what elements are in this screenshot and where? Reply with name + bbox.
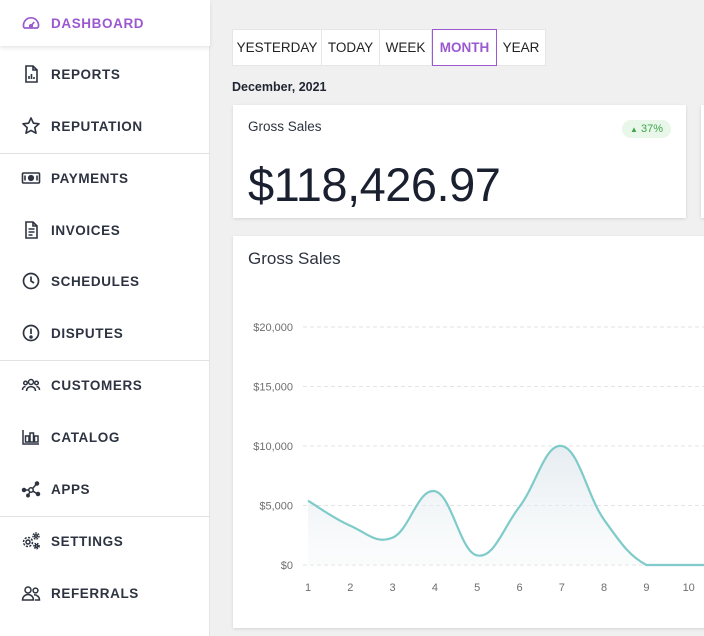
- invoice-icon: [20, 219, 42, 241]
- sidebar-item-disputes[interactable]: DISPUTES: [0, 310, 210, 356]
- x-tick-label: 2: [347, 582, 353, 594]
- sidebar-item-label: CATALOG: [51, 429, 120, 445]
- users-icon: [20, 374, 42, 396]
- gross-sales-chart-card: Gross Sales $0 $5,000 $10,000 $15,000 $20,00…: [233, 236, 704, 628]
- chart-title: Gross Sales: [248, 249, 341, 268]
- sidebar-item-schedules[interactable]: SCHEDULES: [0, 258, 210, 304]
- sidebar-item-label: PAYMENTS: [51, 170, 129, 186]
- sidebar-item-label: REFERRALS: [51, 585, 139, 601]
- sidebar-item-label: DISPUTES: [51, 325, 124, 341]
- sidebar-item-apps[interactable]: APPS: [0, 466, 210, 512]
- referrals-icon: [20, 582, 42, 604]
- change-value: 37%: [640, 123, 663, 135]
- y-tick-label: $0: [281, 560, 293, 572]
- sidebar-item-label: INVOICES: [51, 222, 121, 238]
- gears-icon: [20, 530, 42, 552]
- sidebar-item-label: APPS: [51, 481, 91, 497]
- y-tick-label: $10,000: [253, 441, 293, 453]
- change-badge: ▲ 37%: [622, 120, 671, 138]
- sidebar-item-label: CUSTOMERS: [51, 377, 143, 393]
- sidebar-divider: [0, 516, 210, 517]
- period-label: December, 2021: [232, 80, 327, 94]
- tab-week[interactable]: WEEK: [380, 30, 432, 65]
- gross-sales-area: [308, 445, 704, 565]
- sidebar-item-invoices[interactable]: INVOICES: [0, 207, 210, 253]
- sidebar: DASHBOARD REPORTS REPUTATION PAYMENTS IN…: [0, 0, 210, 636]
- x-tick-label: 7: [559, 582, 565, 594]
- sidebar-item-catalog[interactable]: CATALOG: [0, 414, 210, 460]
- tab-today[interactable]: TODAY: [322, 30, 380, 65]
- star-icon: [20, 115, 42, 137]
- sidebar-item-label: SCHEDULES: [51, 273, 140, 289]
- sidebar-item-referrals[interactable]: REFERRALS: [0, 570, 210, 616]
- triangle-up-icon: ▲: [630, 124, 638, 134]
- sidebar-item-label: SETTINGS: [51, 533, 124, 549]
- tab-month[interactable]: MONTH: [432, 29, 497, 66]
- apps-nodes-icon: [20, 478, 42, 500]
- x-tick-label: 3: [390, 582, 396, 594]
- catalog-icon: [20, 426, 42, 448]
- sidebar-item-label: REPUTATION: [51, 118, 143, 134]
- sidebar-item-payments[interactable]: PAYMENTS: [0, 155, 210, 201]
- period-tabs: YESTERDAY TODAY WEEK MONTH YEAR: [232, 29, 546, 66]
- sidebar-item-dashboard[interactable]: DASHBOARD: [0, 0, 210, 46]
- gross-sales-series-line: [307, 444, 704, 567]
- y-tick-label: $20,000: [253, 322, 293, 334]
- clock-icon: [20, 270, 42, 292]
- x-tick-label: 9: [643, 582, 649, 594]
- sidebar-item-customers[interactable]: CUSTOMERS: [0, 362, 210, 408]
- dashboard-gauge-icon: [20, 12, 42, 34]
- gross-sales-summary-card[interactable]: Gross Sales ▲ 37% $118,426.97: [233, 105, 686, 218]
- sidebar-item-reputation[interactable]: REPUTATION: [0, 103, 210, 149]
- next-summary-card[interactable]: [701, 105, 704, 218]
- x-tick-label: 10: [683, 582, 695, 594]
- y-tick-label: $15,000: [253, 382, 293, 394]
- sidebar-item-settings[interactable]: SETTINGS: [0, 518, 210, 564]
- alert-circle-icon: [20, 322, 42, 344]
- x-tick-label: 8: [601, 582, 607, 594]
- tab-yesterday[interactable]: YESTERDAY: [233, 30, 322, 65]
- summary-title: Gross Sales: [248, 119, 322, 134]
- sidebar-item-label: REPORTS: [51, 66, 121, 82]
- sidebar-divider: [0, 153, 210, 154]
- sidebar-item-reports[interactable]: REPORTS: [0, 51, 210, 97]
- x-tick-label: 5: [474, 582, 480, 594]
- gross-sales-line-chart: $0 $5,000 $10,000 $15,000 $20,000 1 2 3 4 5 6 7 8 9 10: [253, 322, 704, 594]
- cash-icon: [20, 167, 42, 189]
- x-tick-label: 4: [432, 582, 438, 594]
- report-icon: [20, 63, 42, 85]
- y-tick-label: $5,000: [259, 501, 293, 513]
- x-tick-label: 1: [305, 582, 311, 594]
- x-tick-label: 6: [516, 582, 522, 594]
- sidebar-item-label: DASHBOARD: [51, 15, 145, 31]
- sidebar-divider: [0, 360, 210, 361]
- gross-sales-value: $118,426.97: [248, 158, 501, 211]
- tab-year[interactable]: YEAR: [502, 40, 540, 55]
